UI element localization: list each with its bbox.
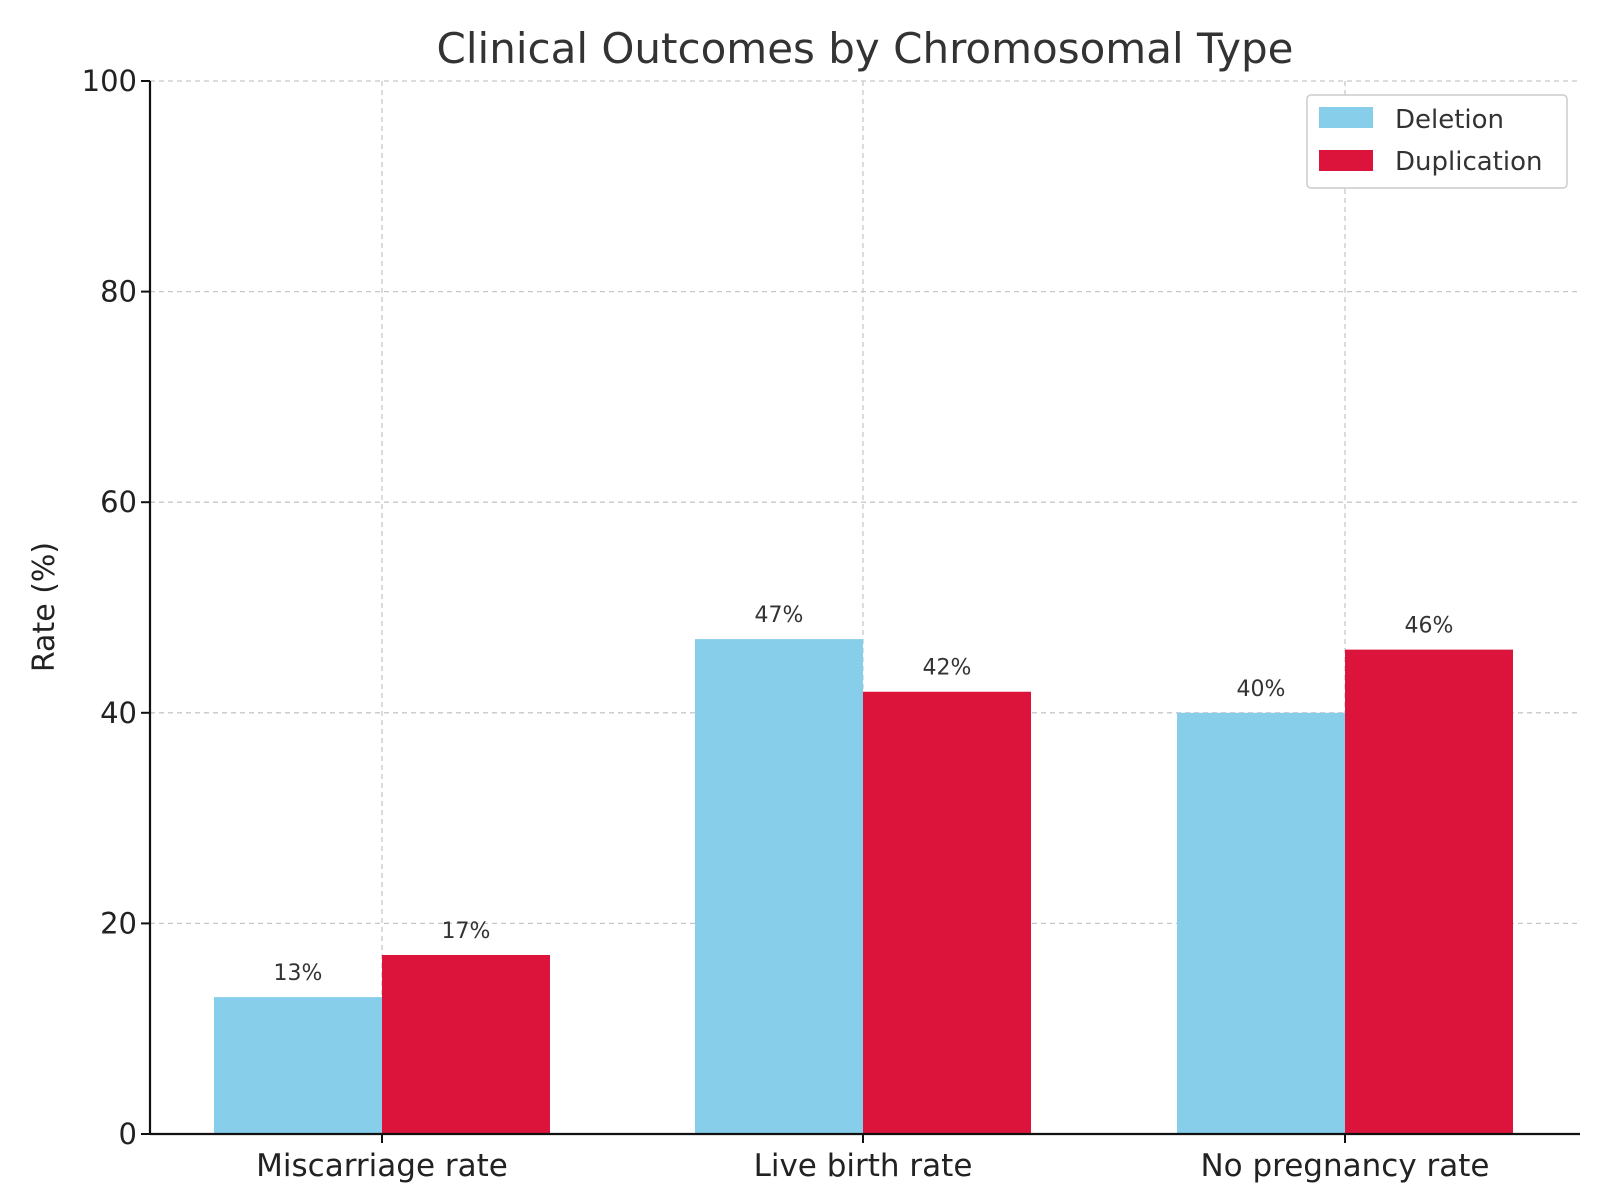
bar-value-label: 17% — [442, 919, 491, 944]
bar-deletion — [214, 997, 382, 1134]
y-axis-label: Rate (%) — [27, 542, 62, 672]
y-ticks: 0 20 40 60 80 100 — [82, 64, 150, 1151]
bar-duplication — [382, 954, 550, 1134]
bar-deletion — [1177, 712, 1345, 1134]
bar-deletion — [695, 639, 863, 1134]
x-ticks: Miscarriage rate Live birth rate No pregna… — [256, 1134, 1490, 1184]
y-tick-label: 0 — [119, 1117, 137, 1151]
y-tick-label: 40 — [100, 696, 137, 730]
bar-duplication — [1345, 649, 1513, 1134]
legend-label-duplication: Duplication — [1395, 147, 1542, 177]
y-tick-label: 60 — [100, 485, 137, 519]
legend-swatch-deletion — [1319, 107, 1373, 128]
y-tick-label: 20 — [100, 906, 137, 940]
bar-labels: 13% 47% 40% 17% 42% 46% — [274, 603, 1454, 986]
y-tick-label: 80 — [100, 275, 137, 309]
chart-title: Clinical Outcomes by Chromosomal Type — [437, 24, 1294, 73]
bars — [214, 639, 1513, 1134]
legend-swatch-duplication — [1319, 150, 1373, 171]
x-tick-label: Live birth rate — [754, 1148, 973, 1184]
bar-duplication — [863, 691, 1031, 1134]
x-tick-label: No pregnancy rate — [1200, 1148, 1489, 1184]
legend: Deletion Duplication — [1306, 94, 1568, 189]
bar-value-label: 42% — [923, 656, 972, 681]
y-tick-label: 100 — [82, 64, 137, 98]
axes — [148, 81, 1580, 1136]
legend-label-deletion: Deletion — [1395, 105, 1504, 135]
grid — [150, 80, 1580, 1134]
bar-value-label: 46% — [1405, 614, 1454, 639]
x-tick-label: Miscarriage rate — [256, 1148, 508, 1184]
bar-value-label: 40% — [1237, 677, 1286, 702]
bar-value-label: 13% — [274, 961, 323, 986]
bar-value-label: 47% — [755, 603, 804, 628]
